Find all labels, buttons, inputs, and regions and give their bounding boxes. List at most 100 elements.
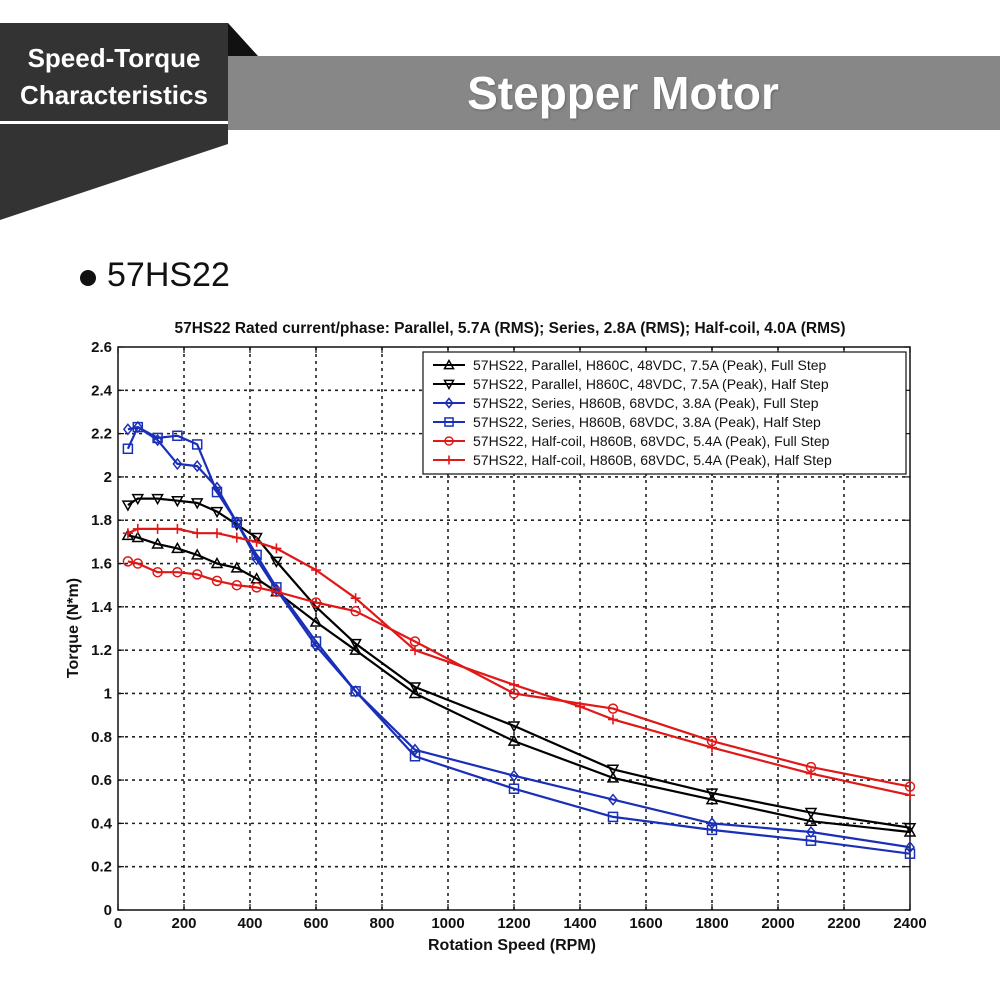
marker-diamond <box>444 397 454 409</box>
marker-triangle-down <box>171 495 184 508</box>
marker-circle <box>211 575 223 587</box>
y-tick-label: 1.6 <box>91 556 112 573</box>
legend: 57HS22, Parallel, H860C, 48VDC, 7.5A (Pe… <box>422 351 907 475</box>
marker-plus <box>251 536 262 547</box>
marker-plus <box>152 523 163 534</box>
legend-label: 57HS22, Series, H860B, 68VDC, 3.8A (Peak… <box>473 414 821 430</box>
marker-triangle-down <box>131 493 145 506</box>
marker-square <box>607 811 619 823</box>
legend-item: 57HS22, Parallel, H860C, 48VDC, 7.5A (Pe… <box>433 357 827 373</box>
marker-circle <box>310 597 322 608</box>
marker-plus <box>509 679 519 690</box>
marker-triangle-up <box>507 734 521 746</box>
legend-item: 57HS22, Parallel, H860C, 48VDC, 7.5A (Pe… <box>433 376 829 392</box>
marker-square <box>508 783 520 794</box>
marker-square <box>904 848 916 859</box>
y-tick-label: 0.6 <box>91 772 112 789</box>
marker-triangle-down <box>606 764 620 776</box>
marker-circle <box>122 556 134 567</box>
marker-triangle-down <box>210 506 224 519</box>
marker-circle <box>152 566 163 578</box>
x-tick-label: 2000 <box>761 915 794 932</box>
marker-diamond <box>192 459 203 473</box>
marker-plus <box>311 565 321 576</box>
y-tick-label: 1.4 <box>91 599 113 616</box>
tag-underline <box>0 121 228 124</box>
section-tag-line2: Characteristics <box>20 80 208 110</box>
marker-plus <box>410 645 420 656</box>
legend-item: 57HS22, Half-coil, H860B, 68VDC, 5.4A (P… <box>433 433 830 449</box>
marker-triangle-up <box>121 528 135 541</box>
x-tick-label: 2400 <box>893 915 926 932</box>
x-tick-label: 1800 <box>695 915 728 932</box>
legend-label: 57HS22, Parallel, H860C, 48VDC, 7.5A (Pe… <box>473 376 829 392</box>
y-tick-label: 0 <box>104 902 112 919</box>
marker-plus <box>231 532 242 543</box>
legend-item: 57HS22, Series, H860B, 68VDC, 3.8A (Peak… <box>433 414 821 430</box>
y-tick-label: 0.4 <box>91 815 113 832</box>
marker-triangle-down <box>250 532 263 545</box>
marker-triangle-up <box>151 537 164 549</box>
marker-triangle-down <box>270 556 283 568</box>
series-layer <box>121 420 917 859</box>
marker-circle <box>350 605 361 617</box>
y-tick-label: 2.6 <box>91 339 112 356</box>
series-line <box>127 497 911 829</box>
marker-square <box>211 486 223 498</box>
marker-square <box>191 439 203 450</box>
marker-plus <box>212 528 222 539</box>
series-line <box>127 527 911 797</box>
marker-triangle-down <box>408 682 422 694</box>
series-line <box>127 560 911 788</box>
marker-triangle-down <box>804 807 818 820</box>
marker-square <box>231 517 243 528</box>
legend-item: 57HS22, Series, H860B, 68VDC, 3.8A (Peak… <box>433 395 819 411</box>
marker-square <box>152 432 163 444</box>
legend-label: 57HS22, Series, H860B, 68VDC, 3.8A (Peak… <box>473 395 819 411</box>
y-tick-label: 0.8 <box>91 729 112 746</box>
y-tick-label: 2 <box>104 469 112 486</box>
marker-triangle-up <box>349 643 362 655</box>
marker-triangle-up <box>230 561 244 573</box>
y-tick-label: 2.4 <box>91 382 113 399</box>
y-tick-label: 0.2 <box>91 859 112 876</box>
x-tick-label: 600 <box>303 915 328 932</box>
x-tick-label: 400 <box>237 915 262 932</box>
x-tick-label: 1000 <box>431 915 464 932</box>
title-bar <box>228 56 1000 130</box>
marker-diamond <box>905 841 915 854</box>
y-tick-label: 2.2 <box>91 426 112 443</box>
marker-plus <box>271 543 282 554</box>
marker-triangle-up <box>903 825 917 837</box>
x-tick-label: 1200 <box>497 915 530 932</box>
series-5 <box>122 556 916 792</box>
x-tick-label: 200 <box>171 915 196 932</box>
marker-triangle-up <box>804 814 818 826</box>
marker-square <box>132 421 144 433</box>
section-tag: Speed-Torque Characteristics <box>0 40 228 114</box>
series-6 <box>122 523 915 801</box>
marker-triangle-up <box>190 548 204 560</box>
marker-circle <box>607 703 619 714</box>
marker-diamond <box>707 817 717 830</box>
y-tick-label: 1 <box>104 685 112 702</box>
marker-triangle-down <box>507 721 521 733</box>
marker-diamond <box>806 825 816 839</box>
x-tick-label: 800 <box>369 915 394 932</box>
marker-triangle-down <box>151 493 164 506</box>
marker-circle <box>172 566 183 578</box>
x-tick-label: 1600 <box>629 915 662 932</box>
bullet-icon <box>80 270 96 286</box>
marker-circle <box>271 586 282 597</box>
x-tick-label: 1400 <box>563 915 596 932</box>
y-tick-label: 1.8 <box>91 512 112 529</box>
marker-diamond <box>608 793 618 806</box>
marker-plus <box>444 455 454 465</box>
chart-title: 57HS22 Rated current/phase: Parallel, 5.… <box>175 320 846 337</box>
model-name: 57HS22 <box>107 256 230 294</box>
marker-square <box>251 549 262 561</box>
marker-triangle-up <box>210 556 224 569</box>
marker-triangle-down <box>443 379 455 391</box>
marker-diamond <box>172 457 183 471</box>
marker-plus <box>608 714 618 725</box>
